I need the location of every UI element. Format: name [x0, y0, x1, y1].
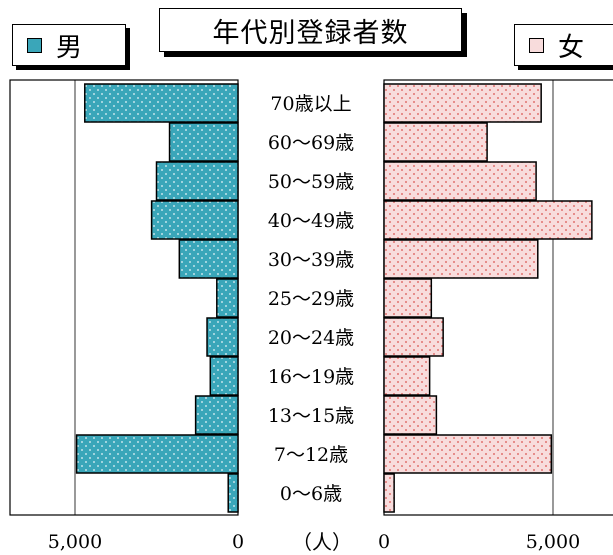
- bar-female-3: [383, 200, 593, 240]
- bar-female-1: [383, 122, 488, 162]
- male-tick-label-1: 0: [232, 531, 244, 552]
- female-tick-label-1: 5,000: [526, 531, 580, 552]
- bar-male-6: [206, 317, 239, 357]
- bar-male-8: [194, 395, 239, 435]
- bar-male-5: [216, 278, 239, 318]
- category-label-9: 7～12歳: [274, 444, 348, 466]
- category-label-4: 30～39歳: [268, 249, 354, 271]
- bar-female-6: [383, 317, 444, 357]
- bar-male-7: [209, 356, 239, 396]
- unit-label: （人）: [292, 530, 352, 554]
- female-swatch-icon: [529, 37, 544, 53]
- bar-male-4: [178, 239, 239, 279]
- category-label-2: 50～59歳: [268, 171, 354, 193]
- bar-female-7: [383, 356, 431, 396]
- category-label-7: 16～19歳: [268, 366, 354, 388]
- bar-female-0: [383, 83, 542, 123]
- category-label-6: 20～24歳: [268, 327, 354, 349]
- legend-male: 男: [12, 24, 126, 66]
- bar-female-10: [383, 473, 395, 513]
- bar-female-5: [383, 278, 433, 318]
- bar-male-1: [168, 122, 239, 162]
- bar-male-2: [155, 161, 239, 201]
- bar-male-10: [227, 473, 239, 513]
- female-tick-label-0: 0: [378, 531, 390, 552]
- bar-female-9: [383, 434, 553, 474]
- chart-title: 年代別登録者数: [159, 8, 462, 52]
- category-label-10: 0～6歳: [280, 483, 342, 505]
- category-label-1: 60～69歳: [268, 132, 354, 154]
- male-swatch-icon: [27, 37, 42, 53]
- bar-female-4: [383, 239, 539, 279]
- category-label-8: 13～15歳: [268, 405, 354, 427]
- legend-female-label: 女: [558, 32, 585, 63]
- bar-male-9: [75, 434, 239, 474]
- bar-male-3: [150, 200, 239, 240]
- category-label-0: 70歳以上: [270, 93, 351, 115]
- category-label-3: 40～49歳: [268, 210, 354, 232]
- bar-male-0: [84, 83, 239, 123]
- bar-female-8: [383, 395, 438, 435]
- bar-female-2: [383, 161, 537, 201]
- category-label-5: 25～29歳: [268, 288, 354, 310]
- male-tick-label-0: 5,000: [48, 531, 102, 552]
- legend-male-label: 男: [56, 32, 83, 63]
- legend-female: 女: [514, 24, 613, 66]
